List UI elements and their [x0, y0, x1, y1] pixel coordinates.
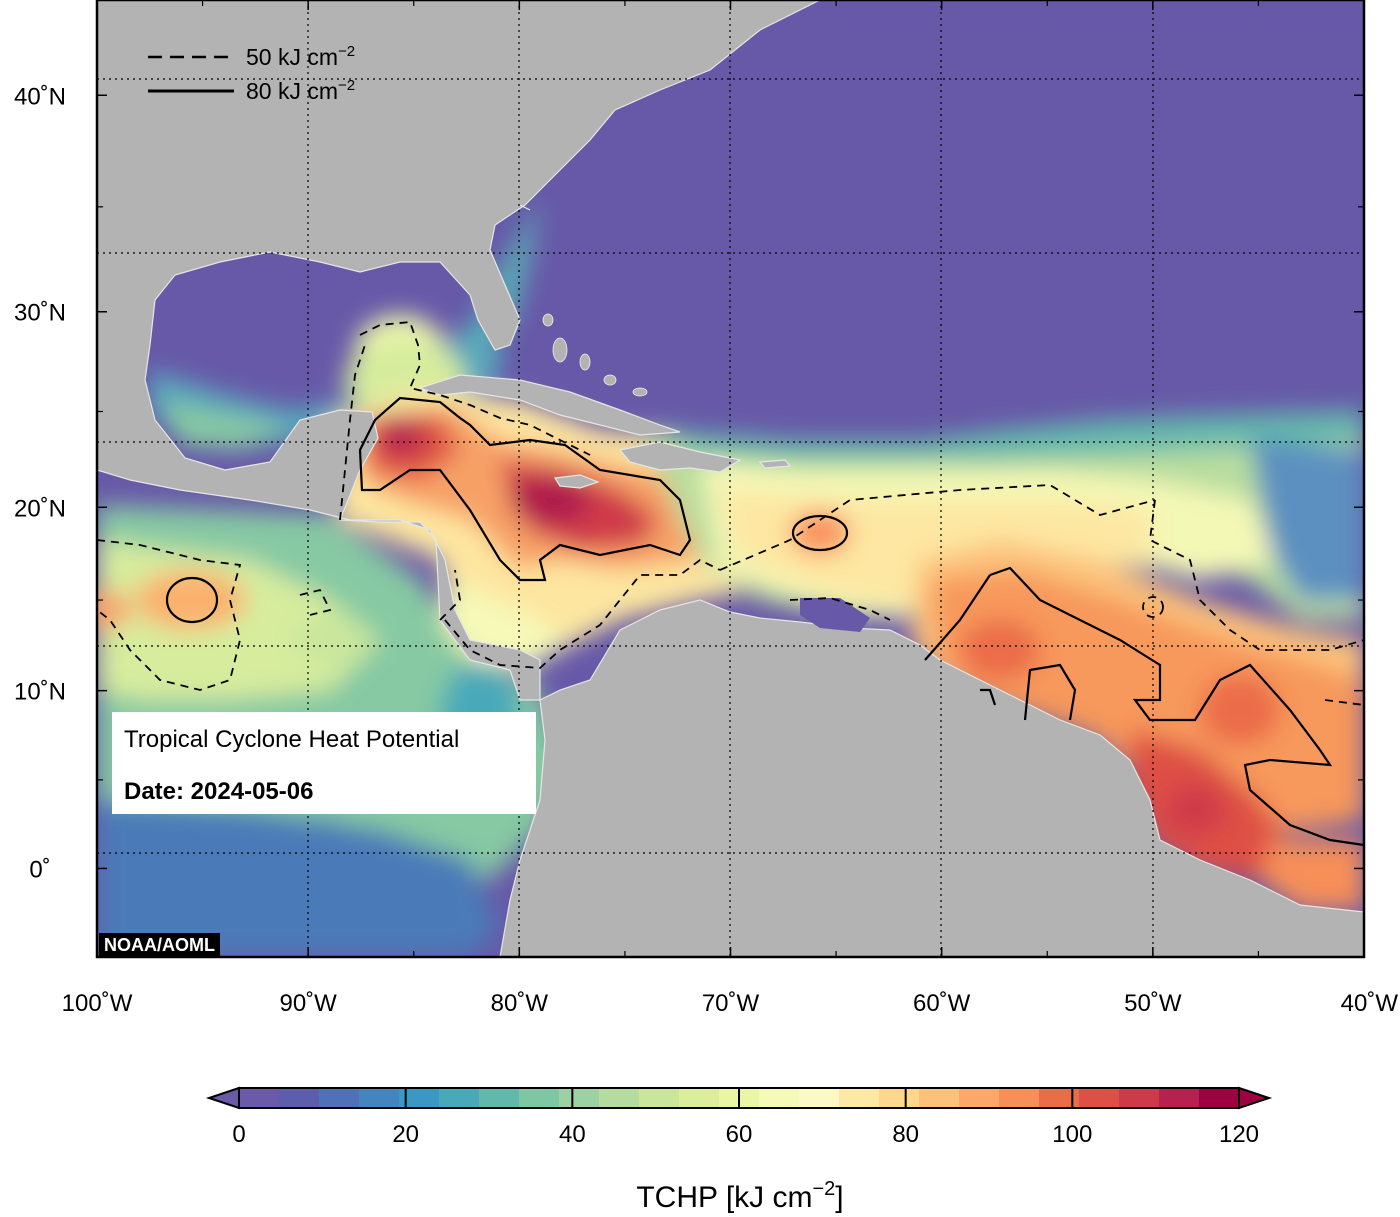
colorbar-tick-label: 20 — [392, 1121, 419, 1148]
axis-ticks — [96, 0, 1365, 958]
lon-tick-label: 90˚W — [279, 990, 337, 1017]
colorbar-swatch — [919, 1088, 960, 1108]
contour-50 — [97, 321, 1364, 706]
lon-tick-label: 100˚W — [62, 990, 133, 1017]
lon-tick-label: 70˚W — [702, 990, 760, 1017]
colorbar-swatch — [1159, 1088, 1200, 1108]
gridlines — [97, 0, 1364, 957]
land-south-america — [499, 599, 1364, 957]
colorbar-swatch — [639, 1088, 680, 1108]
longitude-labels: 100˚W 90˚W 80˚W 70˚W 60˚W 50˚W 40˚W — [62, 990, 1399, 1017]
lat-tick-label: 40˚N — [14, 83, 66, 110]
colorbar-swatch — [479, 1088, 520, 1108]
colorbar-title: TCHP [kJ cm−2] — [636, 1178, 843, 1214]
colorbar-swatch — [439, 1088, 480, 1108]
colorbar: 0 20 40 60 80 100 120 — [205, 1086, 1273, 1148]
colorbar-tick-label: 60 — [726, 1121, 753, 1148]
colorbar-swatch — [1079, 1088, 1120, 1108]
latitude-labels: 40˚N 30˚N 20˚N 10˚N 0˚ — [14, 83, 66, 883]
colorbar-swatch — [239, 1088, 280, 1108]
lat-tick-label: 0˚ — [29, 856, 50, 883]
colorbar-tick-label: 80 — [892, 1121, 919, 1148]
tchp-field — [97, 200, 1364, 957]
lat-tick-label: 30˚N — [14, 300, 66, 327]
colorbar-swatch — [599, 1088, 640, 1108]
colorbar-swatch — [399, 1088, 440, 1108]
colorbar-extend-max — [1238, 1086, 1273, 1110]
colorbar-swatch — [279, 1088, 320, 1108]
lon-tick-label: 80˚W — [491, 990, 549, 1017]
colorbar-swatch — [679, 1088, 720, 1108]
lon-tick-label: 40˚W — [1341, 990, 1399, 1017]
land-cuba — [418, 374, 681, 436]
land-jamaica — [553, 474, 600, 489]
colorbar-swatch — [999, 1088, 1040, 1108]
colorbar-swatch — [359, 1088, 400, 1108]
lon-tick-label: 60˚W — [913, 990, 971, 1017]
map-plot-area — [97, 0, 1364, 957]
colorbar-swatch — [1199, 1088, 1240, 1108]
colorbar-tick-label: 40 — [559, 1121, 586, 1148]
colorbar-swatch — [319, 1088, 360, 1108]
lat-tick-label: 20˚N — [14, 495, 66, 522]
contour-80 — [165, 396, 1364, 847]
colorbar-swatch — [799, 1088, 840, 1108]
colorbar-swatch — [839, 1088, 880, 1108]
colorbar-tick-label: 120 — [1219, 1121, 1259, 1148]
colorbar-swatch — [959, 1088, 1000, 1108]
land-puerto-rico — [758, 459, 792, 469]
colorbar-swatch — [1119, 1088, 1160, 1108]
map-title: Tropical Cyclone Heat Potential — [124, 726, 460, 753]
colorbar-tick-label: 0 — [232, 1121, 245, 1148]
map-date: Date: 2024-05-06 — [124, 778, 314, 805]
lat-tick-label: 10˚N — [14, 679, 66, 706]
colorbar-swatch — [519, 1088, 560, 1108]
land-north-america — [97, 0, 821, 701]
line-legend: 50 kJ cm−2 80 kJ cm−2 — [148, 43, 355, 104]
legend-item-80: 80 kJ cm−2 — [246, 77, 355, 104]
colorbar-extend-min — [205, 1086, 240, 1110]
land-masses — [97, 0, 1364, 957]
lon-tick-label: 50˚W — [1124, 990, 1182, 1017]
colorbar-swatch — [879, 1088, 920, 1108]
credit-label: NOAA/AOML — [99, 933, 220, 957]
info-box: Tropical Cyclone Heat Potential Date: 20… — [112, 712, 536, 814]
land-hispaniola — [618, 441, 742, 473]
legend-item-50: 50 kJ cm−2 — [246, 43, 355, 70]
bahamas-islands — [542, 313, 648, 397]
colorbar-tick-label: 100 — [1052, 1121, 1092, 1148]
colorbar-swatch — [759, 1088, 800, 1108]
colorbar-swatch — [559, 1088, 600, 1108]
colorbar-swatch — [1039, 1088, 1080, 1108]
